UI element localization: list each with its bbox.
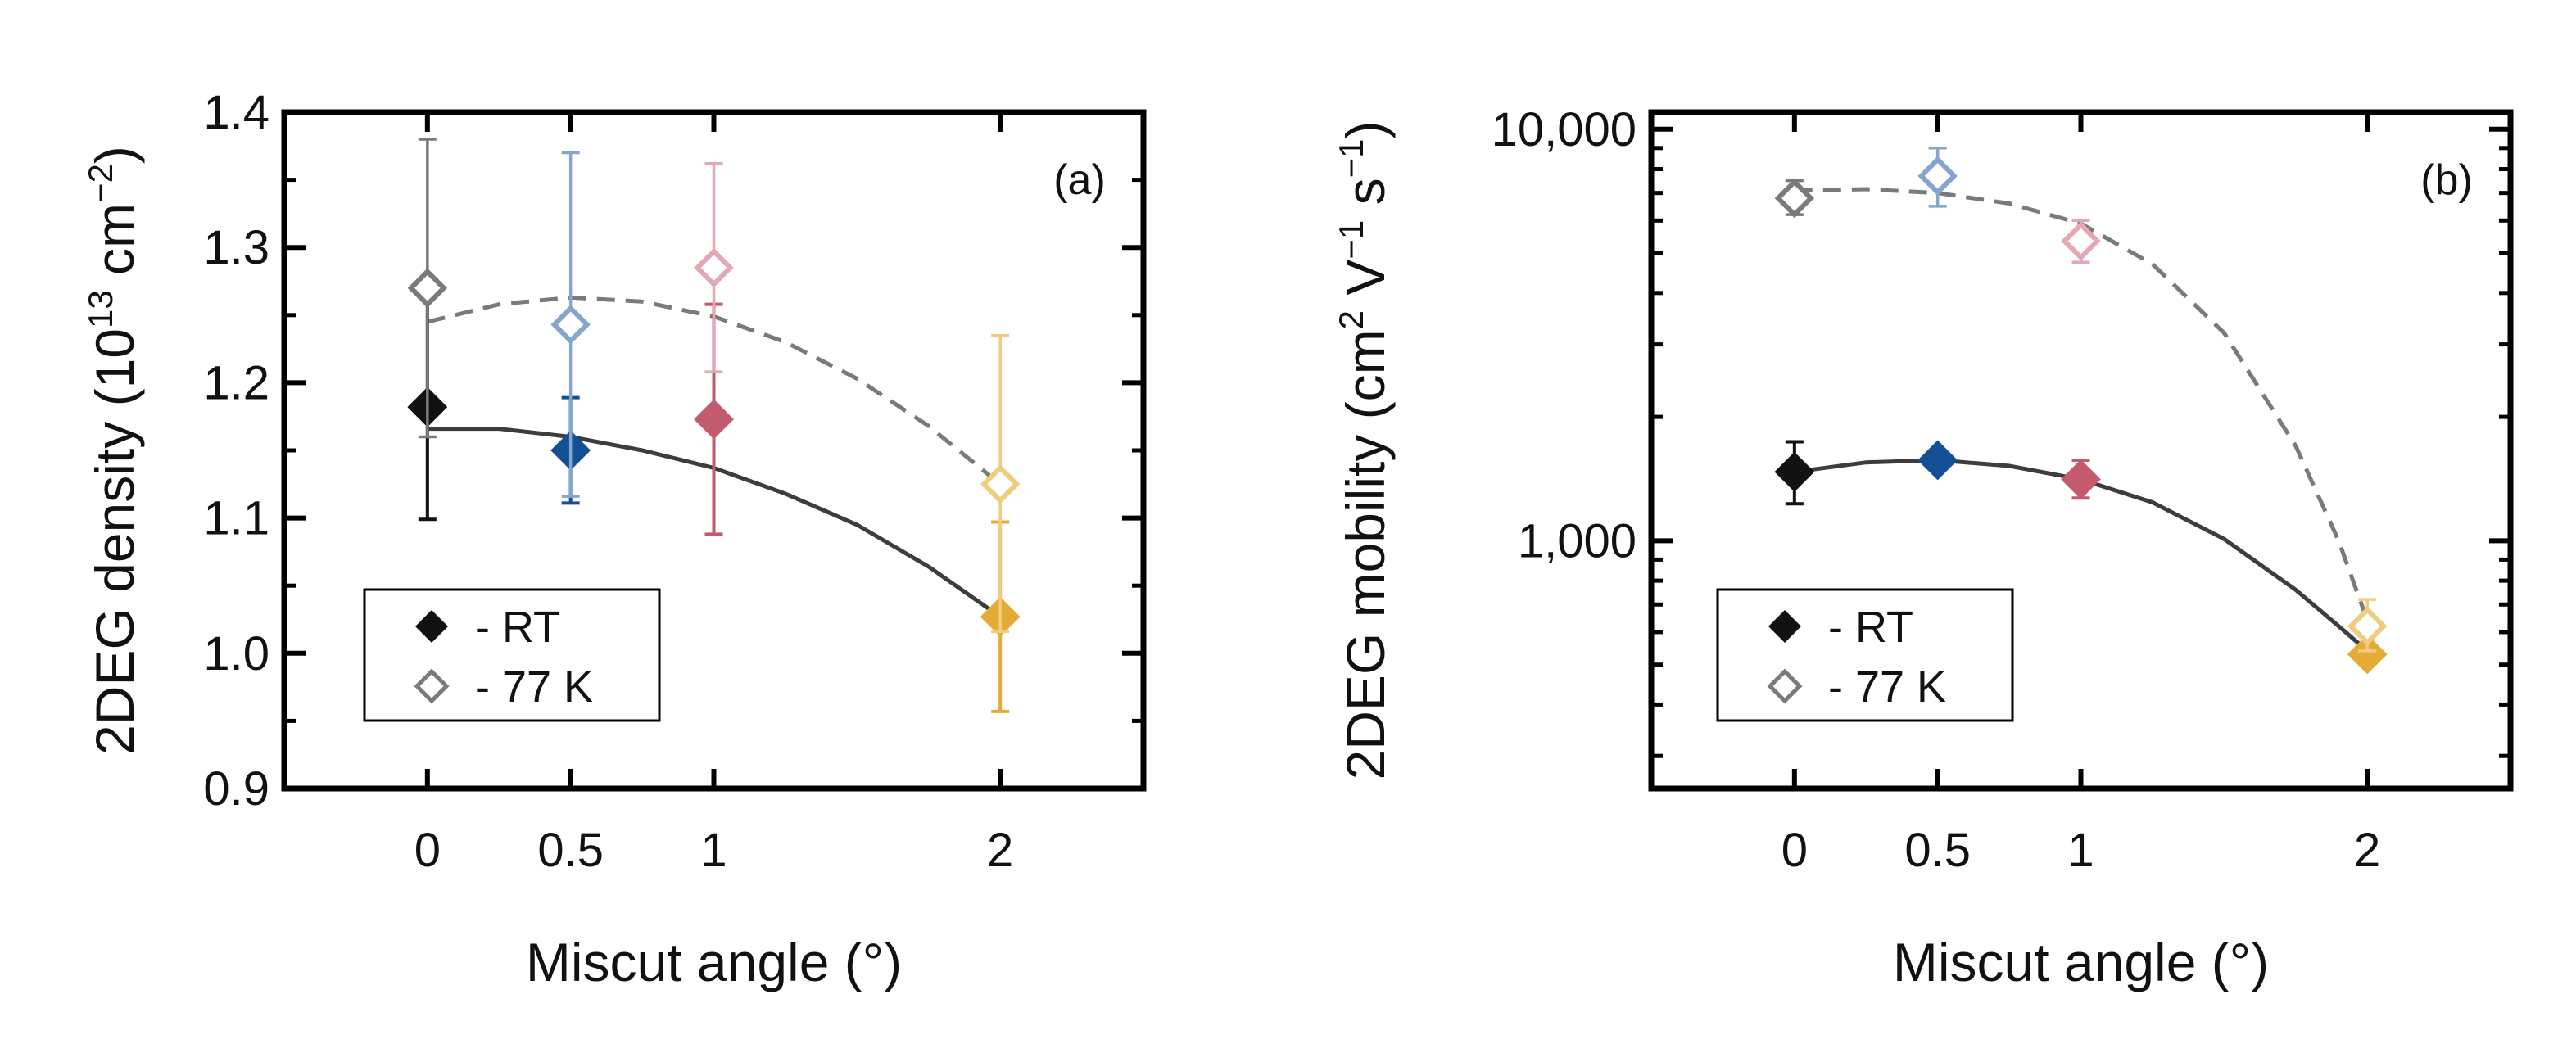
data-point-77k [2347,606,2388,646]
fit-curve-rt [1794,458,2369,653]
y-tick-label: 1.4 [203,86,269,139]
data-point-rt [694,399,734,440]
y-axis-title: 2DEG density (1013 cm−2) [81,146,145,755]
y-tick-label: 1.3 [203,221,269,274]
x-tick-label: 0.5 [537,824,604,877]
legend-label-77k: - 77 K [475,662,593,712]
x-tick-label: 1 [2067,824,2094,877]
y-tick-label: 0.9 [203,762,269,816]
y-axis-title: 2DEG mobility (cm2 V−1 s−1) [1332,121,1396,780]
x-tick-label: 0 [1781,824,1808,877]
x-tick-label: 0.5 [1904,824,1971,877]
legend-box [363,588,661,722]
y-tick-label: 1.2 [203,356,269,409]
data-point-77k [980,464,1021,504]
data-point-77k [550,305,591,345]
y-tick-label: 10,000 [1492,103,1637,156]
x-tick-label: 1 [700,824,727,877]
legend-label-77k: - 77 K [1828,662,1946,712]
y-tick-label: 1.0 [203,627,269,680]
x-tick-label: 0 [414,824,441,877]
data-point-77k [407,268,448,309]
x-tick-label: 2 [2354,824,2380,877]
legend-marker-rt [1768,610,1801,643]
data-point-77k [694,247,734,288]
data-point-rt [2061,459,2101,499]
data-point-77k [1917,156,1958,197]
legend-marker-77k [414,668,450,704]
panel-b: 0 0.5 1 2 1,000 10,000 (b) - RT - 77 K Miscut ang… [1332,103,2514,992]
legend-label-rt: - RT [475,603,560,652]
data-point-77k [1774,178,1815,219]
x-axis-title: Miscut angle (°) [526,932,902,992]
data-point-rt [2347,634,2388,675]
legend-marker-rt [415,610,448,643]
legend-box [1716,588,2014,722]
data-point-77k [2061,221,2101,261]
y-tick-label: 1.1 [203,492,269,545]
panel-label: (b) [2420,156,2473,204]
y-tick-label: 1,000 [1518,514,1637,567]
panel-a: 0 0.5 1 2 0.9 1.0 1.1 1.2 1.3 1.4 (a) - RT - 77 K Mis… [81,86,1147,992]
legend-label-rt: - RT [1828,603,1913,652]
fit-curve-77k [1794,187,2370,621]
data-point-rt [1774,451,1815,492]
x-tick-label: 2 [987,824,1013,877]
x-axis-title: Miscut angle (°) [1893,932,2269,992]
panel-label: (a) [1053,156,1106,204]
legend-marker-77k [1767,668,1803,704]
data-point-rt [1917,440,1958,481]
